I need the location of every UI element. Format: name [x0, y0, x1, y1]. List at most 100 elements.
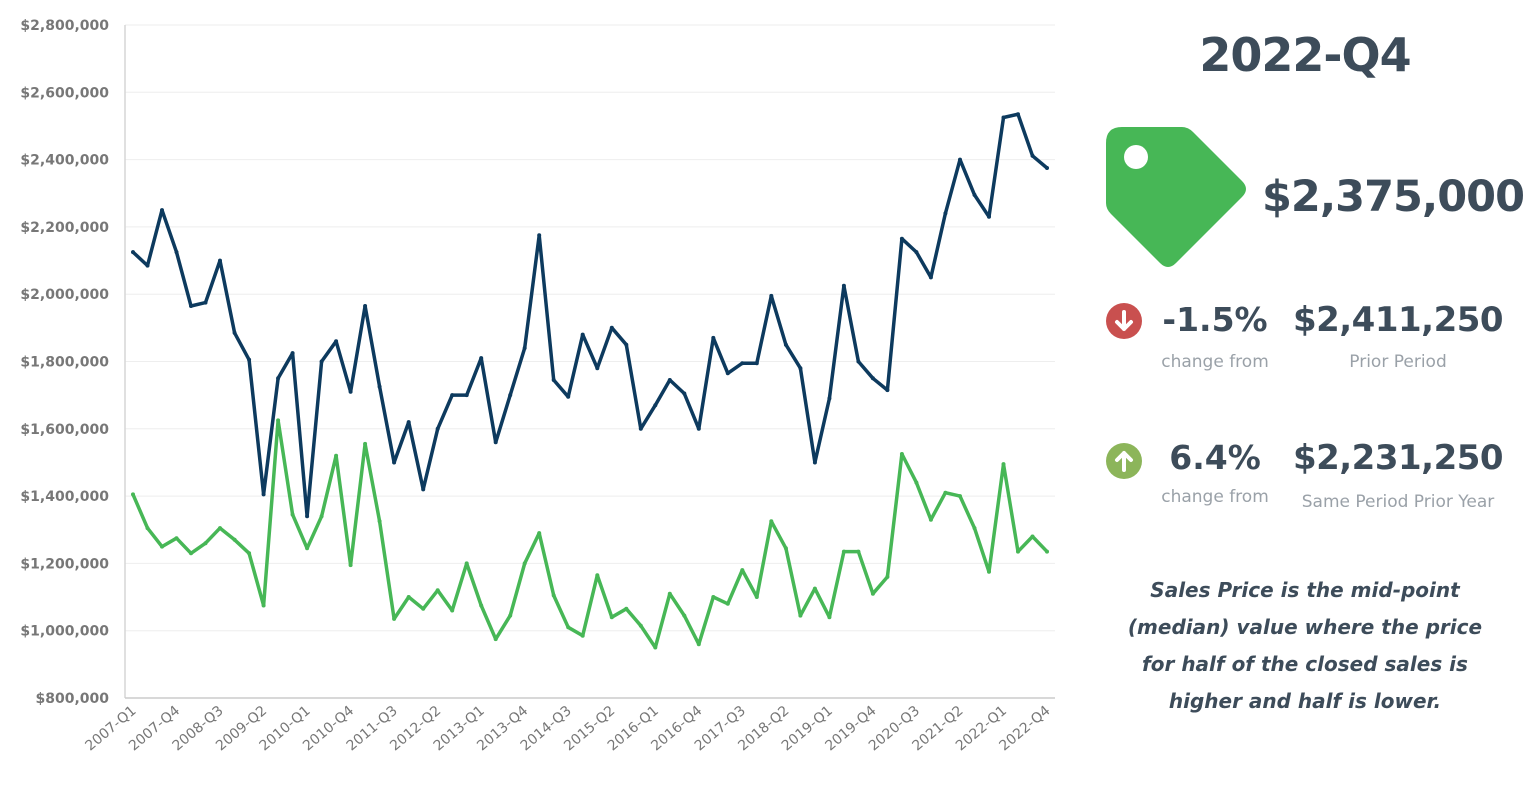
data-point[interactable] — [638, 426, 643, 431]
data-point[interactable] — [885, 388, 890, 393]
data-point[interactable] — [653, 645, 658, 650]
data-point[interactable] — [392, 616, 397, 621]
data-point[interactable] — [218, 258, 222, 263]
data-point[interactable] — [377, 519, 382, 524]
data-point[interactable] — [348, 389, 353, 394]
data-point[interactable] — [624, 606, 629, 611]
data-point[interactable] — [421, 487, 426, 492]
data-point[interactable] — [783, 342, 788, 347]
data-point[interactable] — [537, 531, 542, 536]
data-point[interactable] — [131, 250, 135, 255]
data-point[interactable] — [870, 591, 875, 596]
data-point[interactable] — [261, 492, 266, 497]
data-point[interactable] — [189, 304, 193, 308]
data-point[interactable] — [174, 536, 179, 541]
data-point[interactable] — [276, 418, 281, 423]
data-point[interactable] — [667, 591, 672, 596]
data-point[interactable] — [435, 588, 440, 593]
data-point[interactable] — [363, 304, 368, 308]
data-point[interactable] — [522, 346, 527, 350]
data-point[interactable] — [682, 613, 687, 618]
data-point[interactable] — [261, 603, 266, 608]
data-point[interactable] — [290, 512, 295, 517]
data-point[interactable] — [914, 250, 919, 255]
data-point[interactable] — [1030, 153, 1035, 158]
data-point[interactable] — [711, 595, 716, 599]
data-point[interactable] — [899, 452, 904, 456]
data-point[interactable] — [1030, 534, 1035, 539]
data-point[interactable] — [1001, 115, 1006, 120]
data-point[interactable] — [943, 490, 948, 495]
data-point[interactable] — [827, 615, 832, 620]
data-point[interactable] — [276, 376, 281, 381]
data-point[interactable] — [319, 514, 324, 519]
data-point[interactable] — [682, 391, 687, 396]
data-point[interactable] — [696, 426, 701, 431]
data-point[interactable] — [203, 541, 208, 546]
data-point[interactable] — [232, 537, 237, 542]
data-point[interactable] — [609, 615, 614, 620]
data-point[interactable] — [987, 569, 991, 574]
data-point[interactable] — [319, 359, 324, 364]
data-point[interactable] — [551, 378, 556, 382]
data-point[interactable] — [638, 623, 643, 628]
data-point[interactable] — [203, 300, 208, 305]
data-point[interactable] — [1016, 549, 1020, 554]
data-point[interactable] — [1045, 549, 1049, 554]
data-point[interactable] — [464, 561, 469, 566]
data-point[interactable] — [899, 236, 904, 241]
data-point[interactable] — [479, 356, 484, 361]
data-point[interactable] — [537, 233, 542, 238]
data-point[interactable] — [406, 420, 411, 425]
data-point[interactable] — [334, 339, 339, 344]
data-point[interactable] — [189, 551, 193, 556]
data-point[interactable] — [450, 393, 455, 398]
data-point[interactable] — [464, 393, 469, 398]
data-point[interactable] — [754, 361, 759, 366]
data-point[interactable] — [769, 293, 774, 298]
data-point[interactable] — [943, 211, 948, 216]
data-point[interactable] — [305, 546, 310, 551]
data-point[interactable] — [305, 514, 310, 519]
data-point[interactable] — [247, 551, 252, 556]
data-point[interactable] — [595, 573, 600, 578]
data-point[interactable] — [725, 371, 730, 376]
data-point[interactable] — [1045, 166, 1049, 170]
data-point[interactable] — [508, 613, 513, 618]
data-point[interactable] — [958, 494, 962, 499]
data-point[interactable] — [160, 208, 164, 213]
data-point[interactable] — [421, 606, 426, 611]
data-point[interactable] — [508, 393, 513, 398]
data-point[interactable] — [1016, 112, 1020, 117]
data-point[interactable] — [566, 394, 571, 399]
data-point[interactable] — [958, 157, 962, 162]
data-point[interactable] — [247, 357, 252, 362]
data-point[interactable] — [870, 376, 875, 381]
data-point[interactable] — [609, 325, 614, 330]
data-point[interactable] — [232, 330, 237, 335]
data-point[interactable] — [450, 608, 455, 613]
data-point[interactable] — [987, 214, 991, 219]
data-point[interactable] — [145, 526, 150, 531]
data-point[interactable] — [160, 544, 164, 549]
data-point[interactable] — [653, 403, 658, 408]
data-point[interactable] — [145, 263, 150, 268]
data-point[interactable] — [435, 426, 440, 431]
data-point[interactable] — [667, 378, 672, 382]
data-point[interactable] — [174, 250, 179, 255]
data-point[interactable] — [696, 642, 701, 647]
data-point[interactable] — [740, 568, 745, 573]
data-point[interactable] — [479, 603, 484, 608]
data-point[interactable] — [972, 526, 977, 531]
data-point[interactable] — [334, 453, 339, 458]
data-point[interactable] — [551, 593, 556, 598]
data-point[interactable] — [595, 366, 600, 371]
data-point[interactable] — [493, 637, 498, 642]
data-point[interactable] — [798, 613, 803, 618]
data-point[interactable] — [1001, 462, 1006, 467]
data-point[interactable] — [856, 359, 861, 364]
data-point[interactable] — [841, 283, 846, 288]
data-point[interactable] — [580, 633, 585, 638]
data-point[interactable] — [841, 549, 846, 554]
data-point[interactable] — [725, 601, 730, 606]
